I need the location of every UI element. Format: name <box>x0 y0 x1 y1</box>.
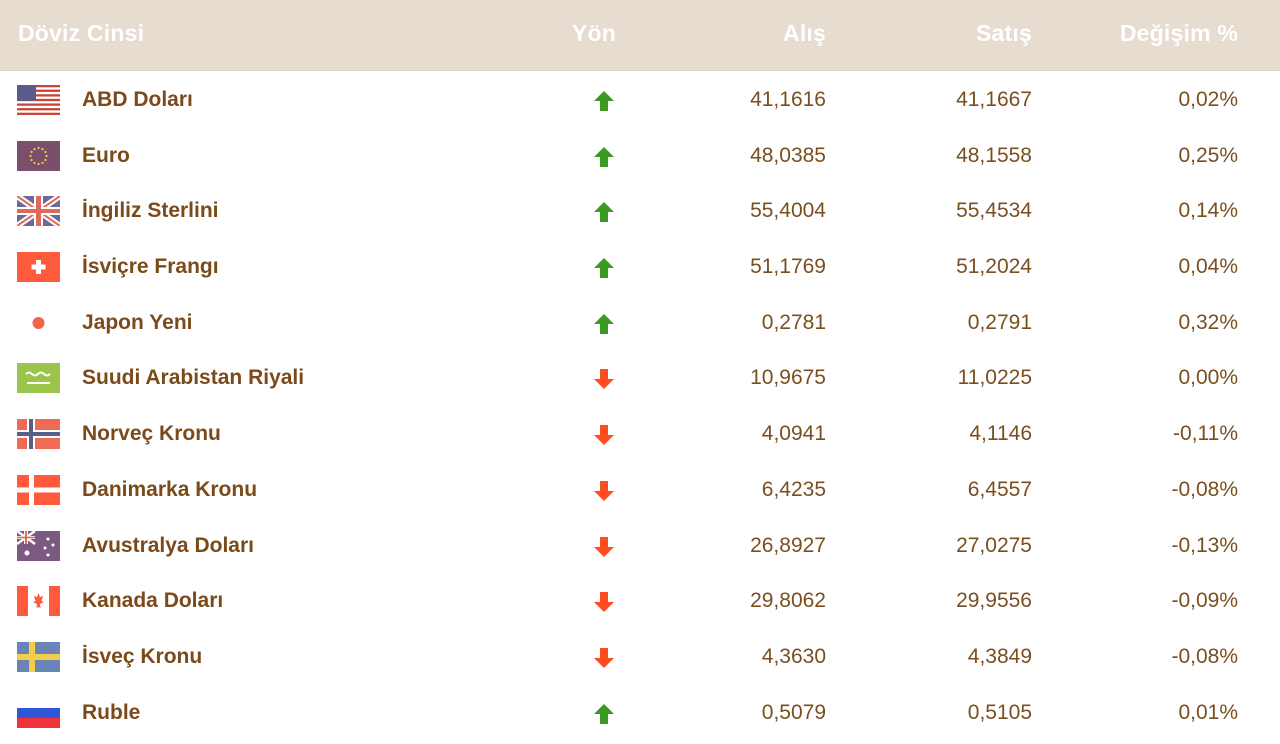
japan-flag-icon <box>17 307 60 338</box>
change-percent: 0,04% <box>1178 255 1238 279</box>
norway-flag-icon <box>17 419 60 450</box>
currency-name[interactable]: Norveç Kronu <box>82 422 221 446</box>
sell-rate: 11,0225 <box>957 366 1032 390</box>
change-percent: 0,14% <box>1178 199 1238 223</box>
buy-rate: 51,1769 <box>750 255 826 279</box>
table-row[interactable]: Japon Yeni 0,2781 0,2791 0,32% <box>0 294 1280 351</box>
arrow-up-icon <box>592 200 616 224</box>
sweden-flag-icon <box>17 641 60 672</box>
buy-rate: 29,8062 <box>750 589 826 613</box>
buy-rate: 6,4235 <box>761 477 826 501</box>
currency-name[interactable]: Suudi Arabistan Riyali <box>82 366 305 390</box>
table-row[interactable]: İsveç Kronu 4,3630 4,3849 -0,08% <box>0 628 1280 685</box>
arrow-down-icon <box>592 479 616 503</box>
buy-rate: 48,0385 <box>750 143 826 167</box>
sell-rate: 55,4534 <box>956 199 1032 223</box>
table-row[interactable]: Ruble 0,5079 0,5105 0,01% <box>0 684 1280 741</box>
change-percent: -0,09% <box>1171 589 1238 613</box>
russia-flag-icon <box>17 697 60 728</box>
change-percent: 0,00% <box>1178 366 1238 390</box>
sell-rate: 51,2024 <box>956 255 1032 279</box>
currency-name[interactable]: Ruble <box>82 700 141 724</box>
buy-rate: 0,2781 <box>761 310 826 334</box>
header-sell[interactable]: Satış <box>976 20 1032 46</box>
arrow-up-icon <box>592 145 616 169</box>
denmark-flag-icon <box>17 474 60 505</box>
table-row[interactable]: İsviçre Frangı 51,1769 51,2024 0,04% <box>0 239 1280 295</box>
header-direction[interactable]: Yön <box>572 20 617 46</box>
change-percent: -0,13% <box>1171 533 1238 557</box>
arrow-up-icon <box>592 702 616 726</box>
table-header: Döviz Cinsi Yön Alış Satış Değişim % <box>0 0 1280 71</box>
change-percent: 0,02% <box>1178 88 1238 111</box>
sell-rate: 48,1558 <box>956 143 1032 167</box>
arrow-down-icon <box>592 646 616 670</box>
currency-name[interactable]: İsveç Kronu <box>82 644 203 668</box>
usa-flag-icon <box>17 85 60 115</box>
table-body: ABD Doları 41,1616 41,1667 0,02% Euro 48,0385… <box>0 72 1280 741</box>
table-row[interactable]: Avustralya Doları 26,8927 27,0275 -0,13% <box>0 517 1280 574</box>
sell-rate: 6,4557 <box>967 477 1032 501</box>
currency-name[interactable]: Avustralya Doları <box>82 533 254 557</box>
header-buy[interactable]: Alış <box>783 20 826 46</box>
table-row[interactable]: Suudi Arabistan Riyali 10,9675 11,0225 0,00… <box>0 350 1280 407</box>
buy-rate: 41,1616 <box>750 88 826 111</box>
table-row[interactable]: Euro 48,0385 48,1558 0,25% <box>0 127 1280 184</box>
change-percent: 0,32% <box>1178 310 1238 334</box>
currency-name[interactable]: Danimarka Kronu <box>82 477 258 501</box>
change-percent: -0,08% <box>1171 477 1238 501</box>
sell-rate: 0,5105 <box>967 700 1032 724</box>
arrow-down-icon <box>592 535 616 559</box>
arrow-up-icon <box>592 312 616 336</box>
arrow-up-icon <box>592 89 616 113</box>
table-row[interactable]: Danimarka Kronu 6,4235 6,4557 -0,08% <box>0 461 1280 518</box>
currency-name[interactable]: İngiliz Sterlini <box>82 199 219 223</box>
header-change[interactable]: Değişim % <box>1119 20 1238 46</box>
currency-name[interactable]: İsviçre Frangı <box>82 255 219 279</box>
sell-rate: 41,1667 <box>956 88 1032 111</box>
table-row[interactable]: İngiliz Sterlini 55,4004 55,4534 0,14% <box>0 183 1280 240</box>
arrow-down-icon <box>592 590 616 614</box>
currency-name[interactable]: ABD Doları <box>82 88 193 111</box>
buy-rate: 4,3630 <box>761 644 826 668</box>
sell-rate: 29,9556 <box>956 589 1032 613</box>
table-row[interactable]: ABD Doları 41,1616 41,1667 0,02% <box>0 72 1280 128</box>
change-percent: 0,01% <box>1178 700 1238 724</box>
sell-rate: 27,0275 <box>956 533 1032 557</box>
sell-rate: 4,1146 <box>969 422 1032 446</box>
uk-flag-icon <box>17 196 60 227</box>
change-percent: 0,25% <box>1178 143 1238 167</box>
arrow-down-icon <box>592 367 616 391</box>
swiss-flag-icon <box>17 252 60 283</box>
table-row[interactable]: Norveç Kronu 4,0941 4,1146 -0,11% <box>0 406 1280 462</box>
arrow-up-icon <box>592 256 616 280</box>
buy-rate: 0,5079 <box>761 700 826 724</box>
currency-name[interactable]: Kanada Doları <box>82 589 224 613</box>
buy-rate: 4,0941 <box>761 422 826 446</box>
header-currency[interactable]: Döviz Cinsi <box>18 20 145 46</box>
change-percent: -0,08% <box>1171 644 1238 668</box>
eu-flag-icon <box>17 140 60 171</box>
sell-rate: 0,2791 <box>967 310 1032 334</box>
currency-name[interactable]: Japon Yeni <box>82 310 193 334</box>
table-row[interactable]: Kanada Doları 29,8062 29,9556 -0,09% <box>0 573 1280 629</box>
change-percent: -0,11% <box>1173 422 1238 446</box>
buy-rate: 10,9675 <box>750 366 826 390</box>
currency-name[interactable]: Euro <box>82 143 130 167</box>
saudi-flag-icon <box>17 363 60 394</box>
australia-flag-icon <box>17 530 60 561</box>
buy-rate: 26,8927 <box>750 533 826 557</box>
sell-rate: 4,3849 <box>967 644 1032 668</box>
arrow-down-icon <box>592 423 616 447</box>
buy-rate: 55,4004 <box>750 199 826 223</box>
canada-flag-icon <box>17 586 60 617</box>
